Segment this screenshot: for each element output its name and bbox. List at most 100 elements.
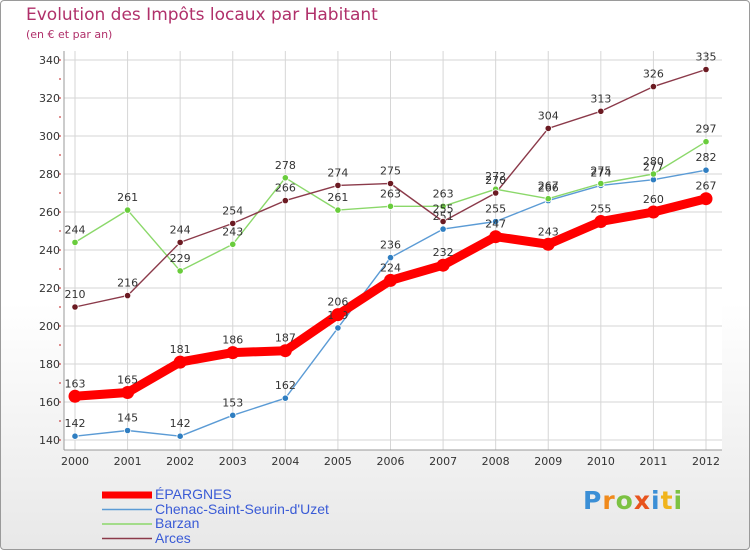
legend-item: Chenac-Saint-Seurin-d'Uzet [155, 500, 329, 517]
data-label: 251 [433, 210, 454, 223]
data-point [121, 386, 135, 399]
data-label: 153 [222, 396, 243, 409]
x-tick-label: 2002 [166, 455, 194, 468]
x-tick-label: 2010 [587, 455, 615, 468]
y-tick-label: 140 [39, 434, 60, 447]
data-point [386, 202, 395, 210]
data-point [439, 202, 447, 210]
data-label: 267 [538, 180, 559, 193]
data-label: 255 [433, 203, 454, 216]
data-point [71, 238, 79, 246]
data-label: 254 [222, 204, 243, 217]
data-point [699, 192, 713, 206]
data-point [439, 217, 447, 226]
logo-letter: o [615, 486, 634, 515]
data-point [281, 174, 289, 182]
data-label: 297 [696, 123, 717, 136]
data-label: 243 [538, 225, 559, 238]
data-point [544, 195, 552, 203]
y-tick-label: 160 [39, 396, 60, 409]
data-label: 278 [275, 159, 296, 172]
data-label: 260 [643, 193, 664, 206]
data-point [489, 230, 503, 244]
data-label: 275 [380, 165, 401, 178]
y-tick-label: 220 [39, 282, 60, 295]
data-point [594, 215, 608, 228]
x-tick-label: 2012 [692, 455, 720, 468]
data-label: 326 [643, 68, 664, 81]
data-label: 304 [538, 109, 559, 122]
data-label: 243 [222, 225, 243, 238]
data-point [331, 308, 345, 322]
data-point [334, 181, 342, 189]
chart-title: Evolution des Impôts locaux par Habitant [26, 5, 378, 25]
data-label: 263 [380, 187, 401, 200]
y-tick-label: 280 [39, 168, 60, 181]
x-tick-label: 2000 [61, 455, 89, 468]
data-label: 162 [275, 379, 296, 392]
data-label: 236 [380, 239, 401, 252]
data-label: 206 [327, 296, 348, 309]
data-label: 275 [590, 165, 611, 178]
logo-letter: P [583, 486, 603, 515]
data-point [544, 124, 552, 132]
data-point [123, 291, 132, 300]
x-tick-label: 2009 [534, 455, 562, 468]
data-label: 255 [485, 203, 506, 216]
data-label: 282 [696, 151, 717, 164]
data-label: 229 [170, 252, 191, 265]
data-point [334, 206, 342, 214]
legend-item: ÉPARGNES [155, 486, 232, 502]
data-point [278, 344, 292, 358]
logo-letter: r [602, 486, 616, 515]
data-point [386, 254, 395, 262]
y-tick-label: 200 [39, 320, 60, 333]
data-point [439, 225, 447, 233]
data-label: 255 [590, 203, 611, 216]
x-tick-label: 2008 [482, 455, 510, 468]
data-label: 270 [485, 174, 506, 187]
data-point [541, 237, 555, 251]
x-tick-label: 2005 [324, 455, 352, 468]
data-point [229, 411, 237, 419]
data-label: 261 [327, 191, 348, 204]
data-label: 165 [117, 374, 138, 387]
data-label: 263 [433, 187, 454, 200]
data-point [702, 166, 710, 174]
data-label: 280 [643, 155, 664, 168]
data-point [71, 303, 79, 311]
x-tick-label: 2007 [429, 455, 457, 468]
data-label: 163 [65, 377, 86, 390]
data-point [492, 189, 500, 197]
proxiti-logo: Proxiti [583, 486, 683, 515]
x-tick-label: 2006 [377, 455, 405, 468]
data-point [597, 179, 605, 188]
data-point [386, 179, 395, 188]
data-point [492, 217, 500, 226]
data-label: 232 [433, 246, 454, 259]
data-label: 247 [485, 218, 506, 231]
data-label: 210 [65, 288, 86, 301]
data-point [123, 206, 132, 214]
data-point [649, 83, 658, 91]
data-label: 142 [170, 417, 191, 430]
logo-letter: i [651, 486, 661, 515]
data-label: 186 [222, 334, 243, 347]
data-point [229, 219, 237, 227]
data-point [436, 258, 450, 272]
data-point [702, 65, 710, 74]
data-label: 261 [117, 191, 138, 204]
x-tick-label: 2001 [114, 455, 142, 468]
legend-item: Barzan [155, 515, 200, 531]
data-label: 335 [696, 51, 717, 64]
data-label: 274 [590, 166, 611, 179]
data-label: 216 [117, 277, 138, 290]
y-tick-label: 340 [39, 54, 60, 67]
logo-letter: x [633, 486, 651, 515]
data-label: 244 [170, 223, 191, 236]
data-point [176, 432, 184, 440]
x-tick-label: 2003 [219, 455, 247, 468]
x-tick-label: 2004 [271, 455, 299, 468]
legend-item: Arces [155, 529, 191, 546]
